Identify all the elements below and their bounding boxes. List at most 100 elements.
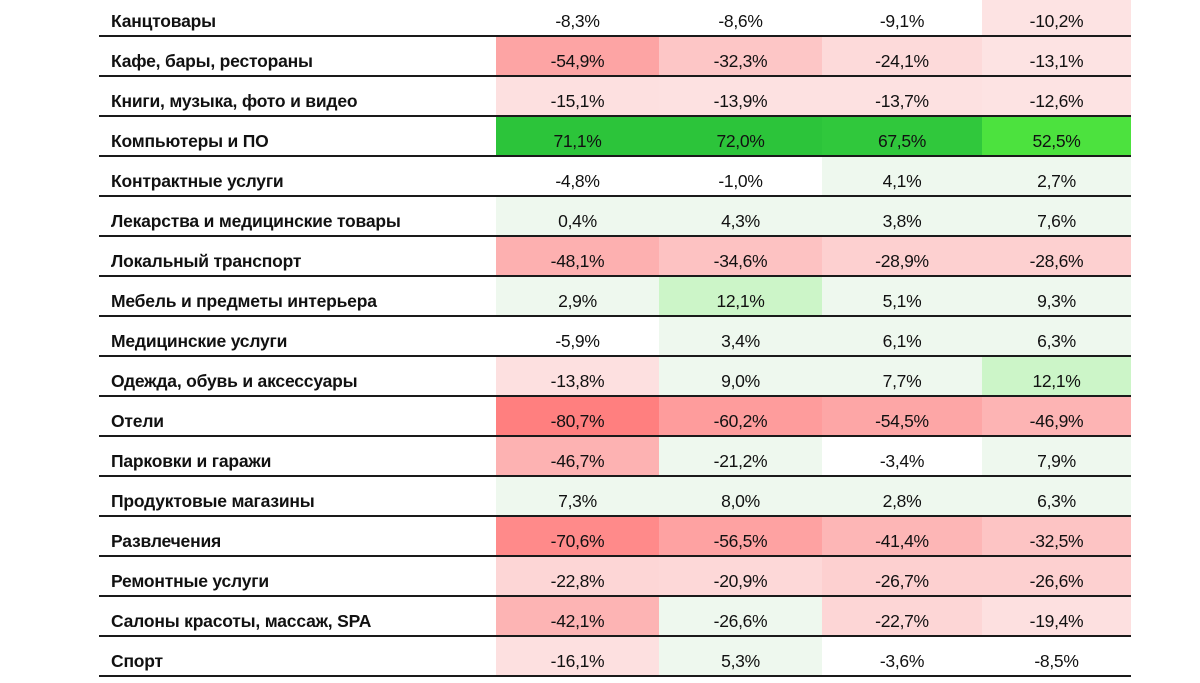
value-cell: 0,4% xyxy=(496,197,659,235)
table-row: Медицинские услуги -5,9% 3,4% 6,1% 6,3% xyxy=(99,317,1131,357)
value-cell: 2,9% xyxy=(496,277,659,315)
table-row: Ремонтные услуги -22,8% -20,9% -26,7% -26,6% xyxy=(99,557,1131,597)
value-cell: -32,5% xyxy=(982,517,1131,555)
table-row: Контрактные услуги -4,8% -1,0% 4,1% 2,7% xyxy=(99,157,1131,197)
value-cell: 72,0% xyxy=(659,117,822,155)
value-cell: -48,1% xyxy=(496,237,659,275)
value-cell: -56,5% xyxy=(659,517,822,555)
value-cell: -16,1% xyxy=(496,637,659,675)
value-cell: -28,6% xyxy=(982,237,1131,275)
table-row: Книги, музыка, фото и видео -15,1% -13,9% -… xyxy=(99,77,1131,117)
table-row: Лекарства и медицинские товары 0,4% 4,3% 3,… xyxy=(99,197,1131,237)
value-cell: -4,8% xyxy=(496,157,659,195)
value-cell: -26,6% xyxy=(659,597,822,635)
value-cell: -41,4% xyxy=(822,517,982,555)
category-label: Парковки и гаражи xyxy=(111,451,272,471)
category-label: Лекарства и медицинские товары xyxy=(111,211,401,231)
value-cell: 52,5% xyxy=(982,117,1131,155)
value-cell: -22,8% xyxy=(496,557,659,595)
category-label: Спорт xyxy=(111,651,163,671)
value-cell: -13,7% xyxy=(822,77,982,115)
value-cell: 12,1% xyxy=(982,357,1131,395)
value-cell: -26,7% xyxy=(822,557,982,595)
value-cell: -20,9% xyxy=(659,557,822,595)
value-cell: 7,6% xyxy=(982,197,1131,235)
value-cell: -1,0% xyxy=(659,157,822,195)
category-label: Продуктовые магазины xyxy=(111,491,315,511)
table-row: Мебель и предметы интерьера 2,9% 12,1% 5,1%… xyxy=(99,277,1131,317)
value-cell: -15,1% xyxy=(496,77,659,115)
table-row: Компьютеры и ПО 71,1% 72,0% 67,5% 52,5% xyxy=(99,117,1131,157)
value-cell: 4,1% xyxy=(822,157,982,195)
value-cell: -80,7% xyxy=(496,397,659,435)
value-cell: 2,8% xyxy=(822,477,982,515)
category-label: Отели xyxy=(111,411,164,431)
value-cell: -9,1% xyxy=(822,0,982,35)
category-label: Одежда, обувь и аксессуары xyxy=(111,371,358,391)
value-cell: 67,5% xyxy=(822,117,982,155)
table-row: Парковки и гаражи -46,7% -21,2% -3,4% 7,9% xyxy=(99,437,1131,477)
value-cell: 3,8% xyxy=(822,197,982,235)
value-cell: -8,5% xyxy=(982,637,1131,675)
value-cell: -12,6% xyxy=(982,77,1131,115)
value-cell: 5,3% xyxy=(659,637,822,675)
table-row: Спорт -16,1% 5,3% -3,6% -8,5% xyxy=(99,637,1131,677)
value-cell: 71,1% xyxy=(496,117,659,155)
category-label: Развлечения xyxy=(111,531,222,551)
value-cell: -21,2% xyxy=(659,437,822,475)
value-cell: 9,3% xyxy=(982,277,1131,315)
table-row: Локальный транспорт -48,1% -34,6% -28,9% -28… xyxy=(99,237,1131,277)
value-cell: 7,3% xyxy=(496,477,659,515)
value-cell: 5,1% xyxy=(822,277,982,315)
category-change-table: Канцтовары -8,3% -8,6% -9,1% -10,2% Кафе, бар… xyxy=(99,0,1131,677)
value-cell: -8,6% xyxy=(659,0,822,35)
table-row: Развлечения -70,6% -56,5% -41,4% -32,5% xyxy=(99,517,1131,557)
value-cell: 6,3% xyxy=(982,477,1131,515)
value-cell: -24,1% xyxy=(822,37,982,75)
value-cell: -32,3% xyxy=(659,37,822,75)
value-cell: -54,9% xyxy=(496,37,659,75)
value-cell: -70,6% xyxy=(496,517,659,555)
value-cell: -22,7% xyxy=(822,597,982,635)
value-cell: 3,4% xyxy=(659,317,822,355)
value-cell: 7,9% xyxy=(982,437,1131,475)
category-label: Мебель и предметы интерьера xyxy=(111,291,377,311)
table-row: Салоны красоты, массаж, SPA -42,1% -26,6% -… xyxy=(99,597,1131,637)
value-cell: -60,2% xyxy=(659,397,822,435)
category-label: Книги, музыка, фото и видео xyxy=(111,91,358,111)
category-label: Медицинские услуги xyxy=(111,331,288,351)
value-cell: 2,7% xyxy=(982,157,1131,195)
table-row: Отели -80,7% -60,2% -54,5% -46,9% xyxy=(99,397,1131,437)
value-cell: 7,7% xyxy=(822,357,982,395)
value-cell: -13,1% xyxy=(982,37,1131,75)
value-cell: -13,9% xyxy=(659,77,822,115)
value-cell: 6,1% xyxy=(822,317,982,355)
value-cell: -34,6% xyxy=(659,237,822,275)
table-row: Канцтовары -8,3% -8,6% -9,1% -10,2% xyxy=(99,0,1131,37)
value-cell: -3,4% xyxy=(822,437,982,475)
category-label: Контрактные услуги xyxy=(111,171,284,191)
value-cell: -28,9% xyxy=(822,237,982,275)
table-row: Продуктовые магазины 7,3% 8,0% 2,8% 6,3% xyxy=(99,477,1131,517)
value-cell: 4,3% xyxy=(659,197,822,235)
value-cell: 9,0% xyxy=(659,357,822,395)
value-cell: 6,3% xyxy=(982,317,1131,355)
category-label: Канцтовары xyxy=(111,11,216,31)
category-label: Компьютеры и ПО xyxy=(111,131,269,151)
value-cell: -46,9% xyxy=(982,397,1131,435)
value-cell: -26,6% xyxy=(982,557,1131,595)
value-cell: -42,1% xyxy=(496,597,659,635)
value-cell: -19,4% xyxy=(982,597,1131,635)
value-cell: -10,2% xyxy=(982,0,1131,35)
category-label: Кафе, бары, рестораны xyxy=(111,51,313,71)
value-cell: -5,9% xyxy=(496,317,659,355)
value-cell: 8,0% xyxy=(659,477,822,515)
value-cell: -8,3% xyxy=(496,0,659,35)
value-cell: -54,5% xyxy=(822,397,982,435)
value-cell: -13,8% xyxy=(496,357,659,395)
category-label: Ремонтные услуги xyxy=(111,571,269,591)
category-label: Салоны красоты, массаж, SPA xyxy=(111,611,372,631)
value-cell: 12,1% xyxy=(659,277,822,315)
table-row: Одежда, обувь и аксессуары -13,8% 9,0% 7,7%… xyxy=(99,357,1131,397)
table-row: Кафе, бары, рестораны -54,9% -32,3% -24,1% -… xyxy=(99,37,1131,77)
